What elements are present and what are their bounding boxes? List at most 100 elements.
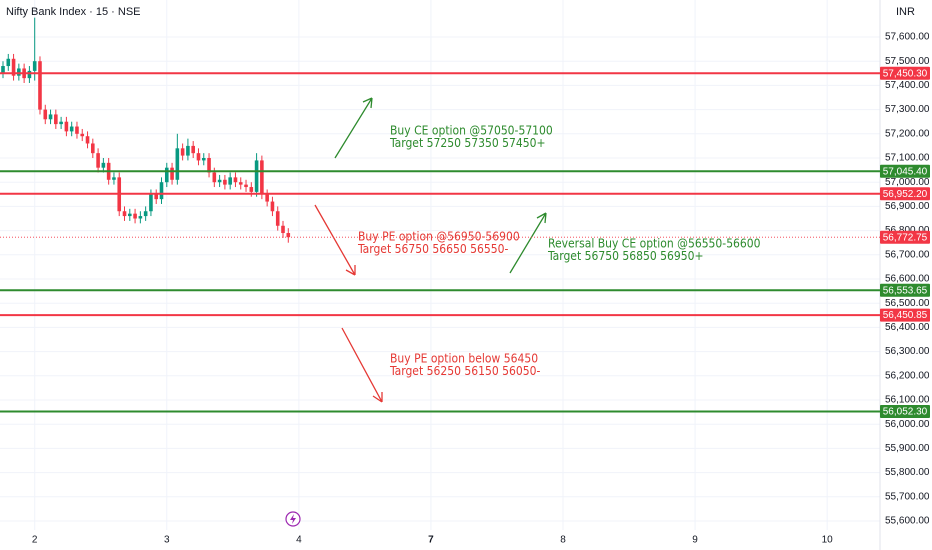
- y-tick-label: 56,600.00: [885, 274, 930, 285]
- level-label: 57,450.30: [883, 68, 928, 79]
- level-label-bg: [880, 164, 930, 178]
- y-tick-label: 55,800.00: [885, 467, 930, 478]
- x-tick-label: 2: [32, 535, 38, 546]
- annotation-text: Target 56750 56650 56550-: [357, 242, 508, 256]
- candle-body: [48, 114, 53, 120]
- level-label: 56,952.20: [883, 189, 928, 200]
- y-tick-label: 57,300.00: [885, 104, 930, 115]
- candle-body: [17, 68, 21, 76]
- candle-body: [265, 194, 269, 202]
- candle-body: [69, 126, 74, 132]
- y-tick-label: 56,500.00: [885, 298, 930, 309]
- last-price-label-bg: [880, 230, 930, 244]
- candle-body: [143, 211, 148, 217]
- candle-body: [138, 216, 143, 219]
- candle-body: [244, 184, 248, 188]
- candle-body: [112, 177, 116, 180]
- candle-body: [64, 121, 69, 132]
- y-tick-label: 55,900.00: [885, 443, 930, 454]
- candle-body: [54, 114, 58, 125]
- y-tick-label: 57,400.00: [885, 80, 930, 91]
- candle-body: [164, 167, 169, 183]
- candle-body: [27, 70, 32, 79]
- level-label: 56,450.85: [883, 310, 928, 321]
- level-label-bg: [880, 405, 930, 419]
- candle-body: [133, 213, 137, 219]
- candle-body: [217, 179, 222, 183]
- candle-body: [170, 167, 174, 180]
- x-tick-label: 4: [296, 535, 302, 546]
- arrow: [334, 97, 373, 159]
- event-bolt: [290, 514, 296, 524]
- candle-body: [180, 148, 185, 156]
- arrow: [314, 204, 356, 276]
- x-tick-label: 10: [822, 535, 834, 546]
- candle-body: [228, 177, 232, 185]
- currency: INR: [896, 6, 915, 18]
- candle-body: [122, 211, 127, 217]
- candle-body: [270, 201, 275, 212]
- y-tick-label: 57,000.00: [885, 177, 930, 188]
- y-tick-label: 56,000.00: [885, 419, 930, 430]
- candle-body: [191, 145, 195, 154]
- candle-body: [249, 187, 254, 192]
- level-label-bg: [880, 187, 930, 201]
- level-label-bg: [880, 66, 930, 80]
- level-label: 56,553.65: [883, 285, 928, 296]
- candle-body: [38, 61, 42, 110]
- last-price-label: 56,772.75: [883, 232, 928, 243]
- level-label-bg: [880, 308, 930, 322]
- annotation-text: Target 57250 57350 57450+: [389, 136, 546, 150]
- level-label: 57,045.40: [883, 166, 928, 177]
- candle-body: [1, 66, 5, 74]
- y-tick-label: 55,600.00: [885, 516, 930, 527]
- y-tick-label: 57,100.00: [885, 153, 930, 164]
- event-icon[interactable]: [285, 511, 301, 527]
- candle-body: [207, 158, 211, 173]
- candle-body: [223, 179, 227, 185]
- grid: [0, 0, 880, 530]
- candle-body: [11, 58, 16, 76]
- arrow: [341, 327, 383, 403]
- y-tick-label: 57,200.00: [885, 128, 930, 139]
- candle-body: [196, 153, 201, 161]
- annotation-text: Buy PE option below 56450: [390, 352, 538, 366]
- level-label-bg: [880, 283, 930, 297]
- y-tick-label: 57,600.00: [885, 32, 930, 43]
- candle-body: [75, 126, 79, 134]
- candle-body: [186, 145, 190, 156]
- candle-body: [6, 58, 11, 67]
- candle-body: [212, 172, 217, 183]
- x-tick-label: 8: [560, 535, 566, 546]
- x-tick-label: 3: [164, 535, 170, 546]
- candle-body: [32, 61, 37, 71]
- chart-title: Nifty Bank Index · 15 · NSE: [6, 6, 141, 18]
- candle-body: [275, 211, 280, 226]
- candle-body: [80, 133, 85, 137]
- annotation-text: Buy PE option @56950-56900: [358, 230, 520, 244]
- y-tick-label: 56,700.00: [885, 249, 930, 260]
- candle-body: [260, 160, 264, 195]
- candle-body: [201, 158, 206, 161]
- candle-body: [96, 153, 100, 168]
- y-tick-label: 56,900.00: [885, 201, 930, 212]
- candle-body: [254, 160, 259, 192]
- candle-body: [238, 182, 243, 185]
- arrow: [509, 212, 547, 274]
- candle-body: [281, 225, 285, 234]
- candle-body: [175, 148, 180, 180]
- candle-body: [91, 143, 95, 154]
- candle-body: [159, 182, 164, 200]
- annotation-text: Target 56250 56150 56050-: [389, 364, 540, 378]
- arrows: [314, 97, 547, 403]
- y-tick-label: 55,700.00: [885, 491, 930, 502]
- candle-body: [154, 194, 159, 200]
- candle-body: [149, 194, 153, 212]
- y-tick-label: 56,100.00: [885, 395, 930, 406]
- level-label: 56,052.30: [883, 407, 928, 418]
- candle-body: [85, 136, 90, 144]
- y-tick-label: 56,400.00: [885, 322, 930, 333]
- annotation-text: Target 56750 56850 56950+: [547, 249, 704, 263]
